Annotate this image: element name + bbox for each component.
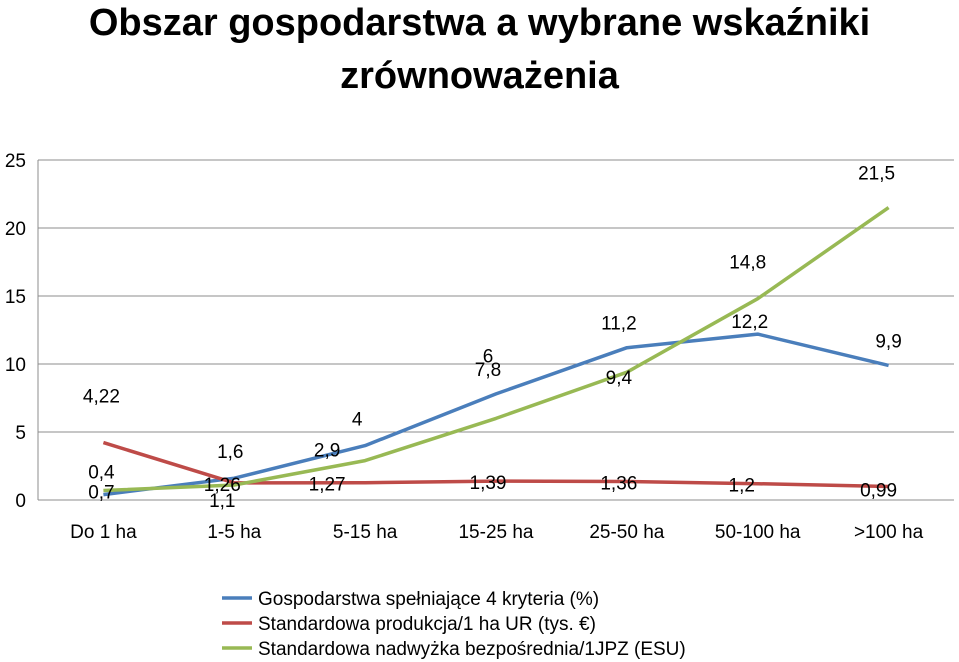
data-label: 9,4 [606, 368, 633, 389]
data-label: 1,39 [470, 473, 507, 494]
y-tick-label: 25 [5, 151, 26, 172]
series-line-1 [103, 332, 890, 497]
y-tick-label: 15 [5, 287, 26, 308]
chart-title-line-1: Obszar gospodarstwa a wybrane wskaźniki [88, 2, 871, 44]
data-label: 1,6 [217, 442, 243, 463]
data-label: 4 [352, 410, 363, 431]
x-tick-label: 5-15 ha [333, 522, 398, 543]
data-label: 0,4 [88, 463, 115, 484]
x-tick-label: 15-25 ha [458, 522, 533, 543]
gridlines [37, 159, 954, 501]
x-axis-ticks: Do 1 ha 1-5 ha 5-15 ha 15-25 ha 25-50 ha 50-1… [70, 522, 923, 543]
legend: Gospodarstwa spełniające 4 kryteria (%) S… [222, 589, 686, 660]
data-label: 2,9 [314, 441, 340, 462]
x-tick-label: >100 ha [854, 522, 924, 543]
data-label: 12,2 [731, 312, 768, 333]
series-lines [102, 206, 890, 497]
data-label: 7,8 [475, 360, 501, 381]
data-label: 9,9 [875, 331, 901, 352]
data-label: 1,36 [600, 474, 637, 495]
series-line-3 [103, 206, 890, 493]
x-tick-label: 50-100 ha [715, 522, 801, 543]
y-axis-ticks: 0 5 10 15 20 25 [5, 151, 26, 512]
data-label: 0,99 [860, 481, 897, 502]
data-label: 21,5 [858, 164, 895, 185]
data-label: 1,1 [209, 491, 235, 512]
y-tick-label: 0 [15, 491, 26, 512]
x-tick-label: Do 1 ha [70, 522, 137, 543]
series-line-2 [102, 440, 889, 489]
y-tick-label: 20 [5, 219, 26, 240]
data-label: 0,7 [88, 482, 114, 503]
chart-title-line-2: zrównoważenia [340, 55, 619, 97]
legend-label: Standardowa produkcja/1 ha UR (tys. €) [258, 614, 596, 635]
y-tick-label: 10 [5, 355, 26, 376]
data-label: 11,2 [601, 314, 637, 335]
legend-label: Standardowa nadwyżka bezpośrednia/1JPZ (… [258, 639, 686, 660]
legend-label: Gospodarstwa spełniające 4 kryteria (%) [258, 589, 599, 610]
y-tick-label: 5 [15, 423, 26, 444]
x-tick-label: 1-5 ha [207, 522, 261, 543]
data-labels: 0,41,647,811,2 12,29,94,221,26 1,27 1,39 1,3… [83, 164, 902, 512]
data-label: 4,22 [83, 387, 120, 408]
data-label: 1,27 [309, 475, 346, 496]
data-label: 14,8 [729, 253, 766, 274]
data-label: 1,2 [729, 476, 755, 497]
data-label: 6 [483, 346, 494, 367]
data-label: 1,26 [204, 475, 241, 496]
x-tick-label: 25-50 ha [589, 522, 664, 543]
